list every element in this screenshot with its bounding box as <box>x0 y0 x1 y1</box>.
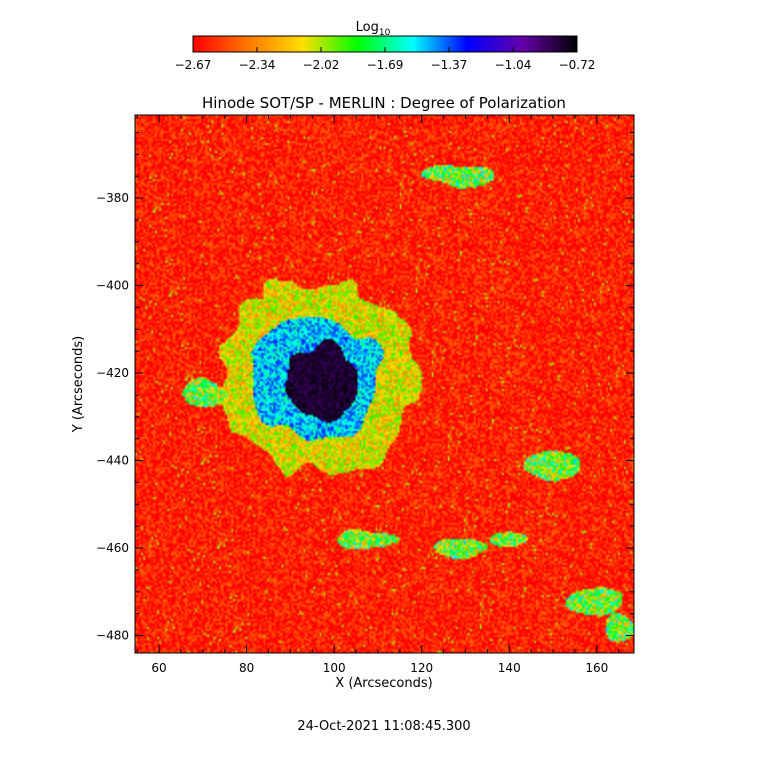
colorbar-label-subscript: 10 <box>379 28 391 38</box>
chart-title: Hinode SOT/SP - MERLIN : Degree of Polar… <box>202 94 566 112</box>
colorbar-ticks: −2.67 −2.34 −2.02 −1.69 −1.37 −1.04 −0.72 <box>175 47 596 72</box>
colorbar-tick-label: −1.04 <box>495 58 532 72</box>
x-tick-label: 120 <box>410 661 433 675</box>
plot-frame <box>134 114 635 654</box>
colorbar-tick-label: −2.67 <box>175 58 212 72</box>
y-tick-label: −440 <box>96 454 129 468</box>
y-tick-label: −380 <box>96 191 129 205</box>
y-tick-label: −400 <box>96 279 129 293</box>
axis-ticks: 60 80 100 120 140 160 −380 −400 −420 −440 −460 −480 <box>96 115 634 675</box>
colorbar-tick-label: −2.02 <box>303 58 340 72</box>
timestamp: 24-Oct-2021 11:08:45.300 <box>297 719 470 734</box>
colorbar-tick-label: −1.37 <box>431 58 468 72</box>
colorbar-tick-label: −2.34 <box>239 58 276 72</box>
colorbar-tick-label: −0.72 <box>559 58 596 72</box>
y-tick-label: −460 <box>96 541 129 555</box>
y-axis-label: Y (Arcseconds) <box>71 336 86 433</box>
colorbar-label: Log10 <box>356 20 391 38</box>
x-tick-label: 160 <box>585 661 608 675</box>
y-tick-label: −420 <box>96 366 129 380</box>
x-tick-label: 80 <box>239 661 254 675</box>
plot-area: 60 80 100 120 140 160 −380 −400 −420 −440 −460 −480 <box>96 114 635 675</box>
y-tick-label: −480 <box>96 629 129 643</box>
heatmap-image <box>135 115 634 653</box>
colorbar: Log10 −2.67 −2.34 −2.02 −1.69 −1.37 −1.04 −0.7… <box>175 20 596 72</box>
x-tick-label: 60 <box>151 661 166 675</box>
colorbar-tick-label: −1.69 <box>367 58 404 72</box>
x-tick-label: 140 <box>498 661 521 675</box>
x-tick-label: 100 <box>323 661 346 675</box>
x-axis-label: X (Arcseconds) <box>335 676 432 691</box>
